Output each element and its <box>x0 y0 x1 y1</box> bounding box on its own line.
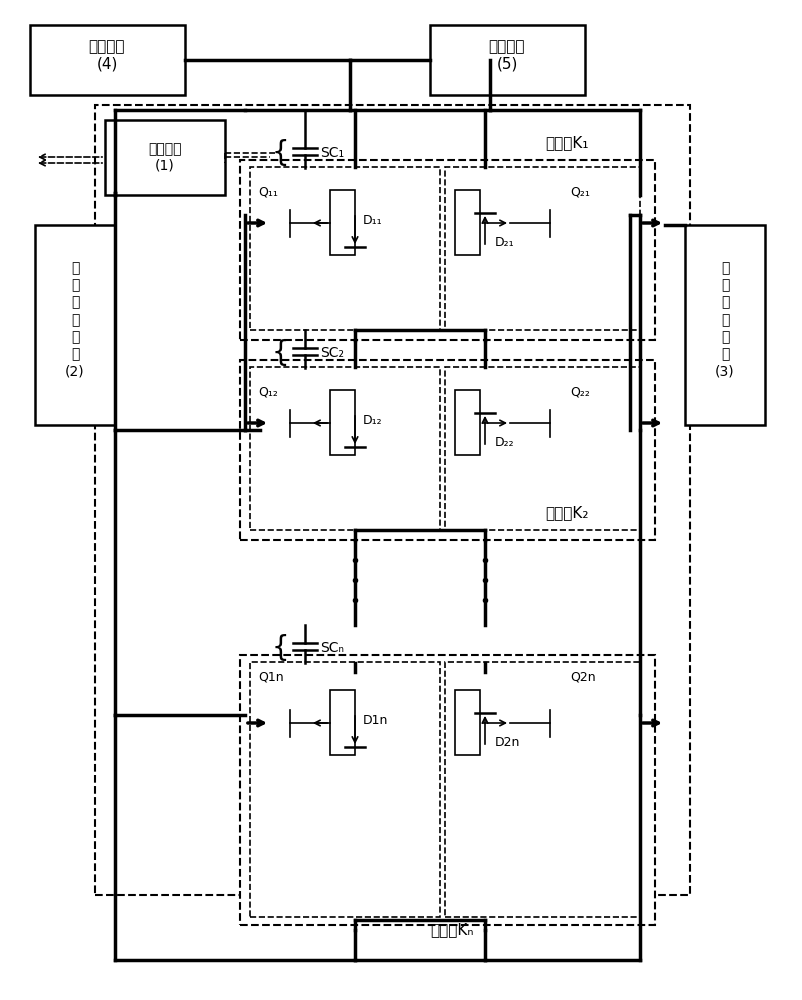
Text: 直流負載
(5): 直流負載 (5) <box>488 39 525 71</box>
Bar <box>330 690 354 755</box>
Text: SC₂: SC₂ <box>320 346 343 360</box>
Text: SCₙ: SCₙ <box>320 641 343 655</box>
Text: 開關組Kₙ: 開關組Kₙ <box>429 922 473 938</box>
Bar <box>95 105 689 895</box>
Bar <box>35 225 115 425</box>
Bar <box>249 662 439 917</box>
Bar <box>240 160 654 340</box>
Text: SC₁: SC₁ <box>320 146 344 160</box>
Text: 直流電源
(4): 直流電源 (4) <box>89 39 125 71</box>
Text: Q₁₁: Q₁₁ <box>257 186 277 198</box>
Text: Q1n: Q1n <box>257 670 283 684</box>
Text: D₁₂: D₁₂ <box>363 414 382 428</box>
Bar <box>240 360 654 540</box>
Bar <box>455 390 480 455</box>
Bar <box>455 690 480 755</box>
Bar <box>444 367 639 530</box>
Bar <box>249 367 439 530</box>
Text: Q2n: Q2n <box>569 670 595 684</box>
Text: D2n: D2n <box>494 736 520 750</box>
Text: Q₂₁: Q₂₁ <box>569 186 589 198</box>
Text: 開關組K₂: 開關組K₂ <box>545 506 588 520</box>
Text: D₁₁: D₁₁ <box>363 215 382 228</box>
Text: {: { <box>271 339 289 367</box>
Bar <box>330 390 354 455</box>
Bar <box>30 25 184 95</box>
Bar <box>444 662 639 917</box>
Bar <box>330 190 354 255</box>
Bar <box>105 120 225 195</box>
Bar <box>684 225 764 425</box>
Bar <box>429 25 585 95</box>
Bar <box>455 190 480 255</box>
Text: {: { <box>271 139 289 167</box>
Text: D₂₂: D₂₂ <box>494 436 514 450</box>
Text: 開關組K₁: 開關組K₁ <box>545 135 588 150</box>
Bar <box>444 167 639 330</box>
Text: Q₁₂: Q₁₂ <box>257 385 277 398</box>
Text: Q₂₂: Q₂₂ <box>569 385 589 398</box>
Text: {: { <box>271 634 289 662</box>
Text: 充
電
均
壓
控
制
(3): 充 電 均 壓 控 制 (3) <box>715 261 734 379</box>
Bar <box>240 655 654 925</box>
Text: 放
電
均
壓
控
制
(2): 放 電 均 壓 控 制 (2) <box>65 261 85 379</box>
Bar <box>249 167 439 330</box>
Text: 電壓檢測
(1): 電壓檢測 (1) <box>148 142 181 172</box>
Text: D₂₁: D₂₁ <box>494 236 514 249</box>
Text: D1n: D1n <box>363 714 388 728</box>
